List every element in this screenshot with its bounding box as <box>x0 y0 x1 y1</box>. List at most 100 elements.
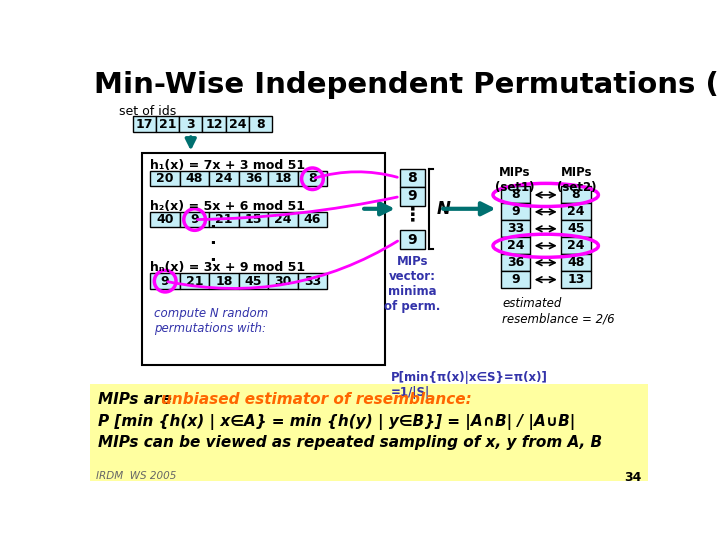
Text: 24: 24 <box>567 239 585 252</box>
FancyBboxPatch shape <box>269 171 297 186</box>
FancyBboxPatch shape <box>561 237 590 254</box>
FancyBboxPatch shape <box>400 168 425 187</box>
Text: 33: 33 <box>304 275 321 288</box>
Text: 8: 8 <box>308 172 317 185</box>
FancyBboxPatch shape <box>500 220 530 237</box>
Text: hₙ(x) = 3x + 9 mod 51: hₙ(x) = 3x + 9 mod 51 <box>150 261 305 274</box>
Text: 34: 34 <box>624 471 642 484</box>
FancyBboxPatch shape <box>180 171 210 186</box>
Text: 24: 24 <box>228 118 246 131</box>
Text: h₁(x) = 7x + 3 mod 51: h₁(x) = 7x + 3 mod 51 <box>150 159 305 172</box>
FancyBboxPatch shape <box>269 212 297 227</box>
Text: 45: 45 <box>567 222 585 235</box>
Text: 24: 24 <box>274 213 292 226</box>
FancyBboxPatch shape <box>297 171 327 186</box>
Text: MIPs
(set2): MIPs (set2) <box>557 166 596 194</box>
FancyBboxPatch shape <box>202 117 225 132</box>
Text: 24: 24 <box>215 172 233 185</box>
Text: h₂(x) = 5x + 6 mod 51: h₂(x) = 5x + 6 mod 51 <box>150 200 305 213</box>
Text: unbiased estimator of resemblance:: unbiased estimator of resemblance: <box>161 392 472 407</box>
Text: 9: 9 <box>161 275 169 288</box>
FancyBboxPatch shape <box>400 187 425 206</box>
Text: 9: 9 <box>190 213 199 226</box>
Text: 40: 40 <box>156 213 174 226</box>
Text: 9: 9 <box>408 190 417 204</box>
Text: MIPs can be viewed as repeated sampling of x, y from A, B: MIPs can be viewed as repeated sampling … <box>98 435 602 450</box>
Text: 20: 20 <box>156 172 174 185</box>
FancyBboxPatch shape <box>400 231 425 249</box>
FancyBboxPatch shape <box>269 273 297 289</box>
FancyBboxPatch shape <box>180 273 210 289</box>
FancyBboxPatch shape <box>500 271 530 288</box>
Text: 18: 18 <box>215 275 233 288</box>
Text: 8: 8 <box>572 188 580 201</box>
FancyBboxPatch shape <box>132 117 156 132</box>
Text: 13: 13 <box>567 273 585 286</box>
Text: 33: 33 <box>507 222 524 235</box>
Text: MIPs
(set1): MIPs (set1) <box>495 166 534 194</box>
Text: 48: 48 <box>186 172 203 185</box>
Text: 36: 36 <box>507 256 524 269</box>
Text: compute N random
permutations with:: compute N random permutations with: <box>154 307 269 335</box>
FancyBboxPatch shape <box>210 273 239 289</box>
Text: 12: 12 <box>205 118 222 131</box>
Text: ·
·
·: · · · <box>209 219 216 270</box>
FancyBboxPatch shape <box>150 212 180 227</box>
Text: 9: 9 <box>511 273 520 286</box>
Text: 21: 21 <box>215 213 233 226</box>
Text: 21: 21 <box>158 118 176 131</box>
FancyBboxPatch shape <box>142 153 384 365</box>
Text: MIPs are: MIPs are <box>98 392 177 407</box>
Text: MIPs
vector:
minima
of perm.: MIPs vector: minima of perm. <box>384 255 441 313</box>
FancyBboxPatch shape <box>500 237 530 254</box>
Text: 15: 15 <box>245 213 262 226</box>
Text: estimated
resemblance = 2/6: estimated resemblance = 2/6 <box>503 298 615 325</box>
FancyBboxPatch shape <box>561 254 590 271</box>
FancyBboxPatch shape <box>500 254 530 271</box>
FancyBboxPatch shape <box>500 186 530 204</box>
FancyBboxPatch shape <box>210 212 239 227</box>
Text: N: N <box>436 200 450 218</box>
Text: 46: 46 <box>304 213 321 226</box>
FancyBboxPatch shape <box>150 171 180 186</box>
FancyBboxPatch shape <box>297 212 327 227</box>
Text: 18: 18 <box>274 172 292 185</box>
FancyBboxPatch shape <box>225 117 249 132</box>
Text: set of ids: set of ids <box>120 105 176 118</box>
Text: 8: 8 <box>511 188 520 201</box>
FancyBboxPatch shape <box>500 204 530 220</box>
FancyBboxPatch shape <box>561 204 590 220</box>
Text: P[min{π(x)|x∈S}=π(x)]
=1/|S|: P[min{π(x)|x∈S}=π(x)] =1/|S| <box>391 372 548 399</box>
FancyBboxPatch shape <box>239 273 269 289</box>
Text: 36: 36 <box>245 172 262 185</box>
Text: 21: 21 <box>186 275 203 288</box>
FancyBboxPatch shape <box>156 117 179 132</box>
FancyBboxPatch shape <box>297 273 327 289</box>
Text: 8: 8 <box>256 118 265 131</box>
FancyBboxPatch shape <box>239 212 269 227</box>
Text: 45: 45 <box>245 275 262 288</box>
FancyBboxPatch shape <box>210 171 239 186</box>
FancyBboxPatch shape <box>150 273 180 289</box>
FancyBboxPatch shape <box>90 384 648 481</box>
Text: 24: 24 <box>567 205 585 218</box>
FancyBboxPatch shape <box>249 117 272 132</box>
Text: 8: 8 <box>408 171 418 185</box>
Text: ⋮: ⋮ <box>402 205 422 225</box>
Text: 24: 24 <box>507 239 524 252</box>
Text: 3: 3 <box>186 118 195 131</box>
FancyBboxPatch shape <box>239 171 269 186</box>
FancyBboxPatch shape <box>561 220 590 237</box>
FancyBboxPatch shape <box>561 186 590 204</box>
FancyBboxPatch shape <box>180 212 210 227</box>
Text: 48: 48 <box>567 256 585 269</box>
Text: 9: 9 <box>511 205 520 218</box>
Text: 30: 30 <box>274 275 292 288</box>
Text: 17: 17 <box>135 118 153 131</box>
Text: P [min {h(x) | x∈A} = min {h(y) | y∈B}] = |A∩B| / |A∪B|: P [min {h(x) | x∈A} = min {h(y) | y∈B}] … <box>98 414 575 430</box>
Text: Min-Wise Independent Permutations (MIPs): Min-Wise Independent Permutations (MIPs) <box>94 71 720 99</box>
Text: IRDM  WS 2005: IRDM WS 2005 <box>96 471 176 481</box>
FancyBboxPatch shape <box>179 117 202 132</box>
FancyBboxPatch shape <box>561 271 590 288</box>
Text: 9: 9 <box>408 233 417 247</box>
